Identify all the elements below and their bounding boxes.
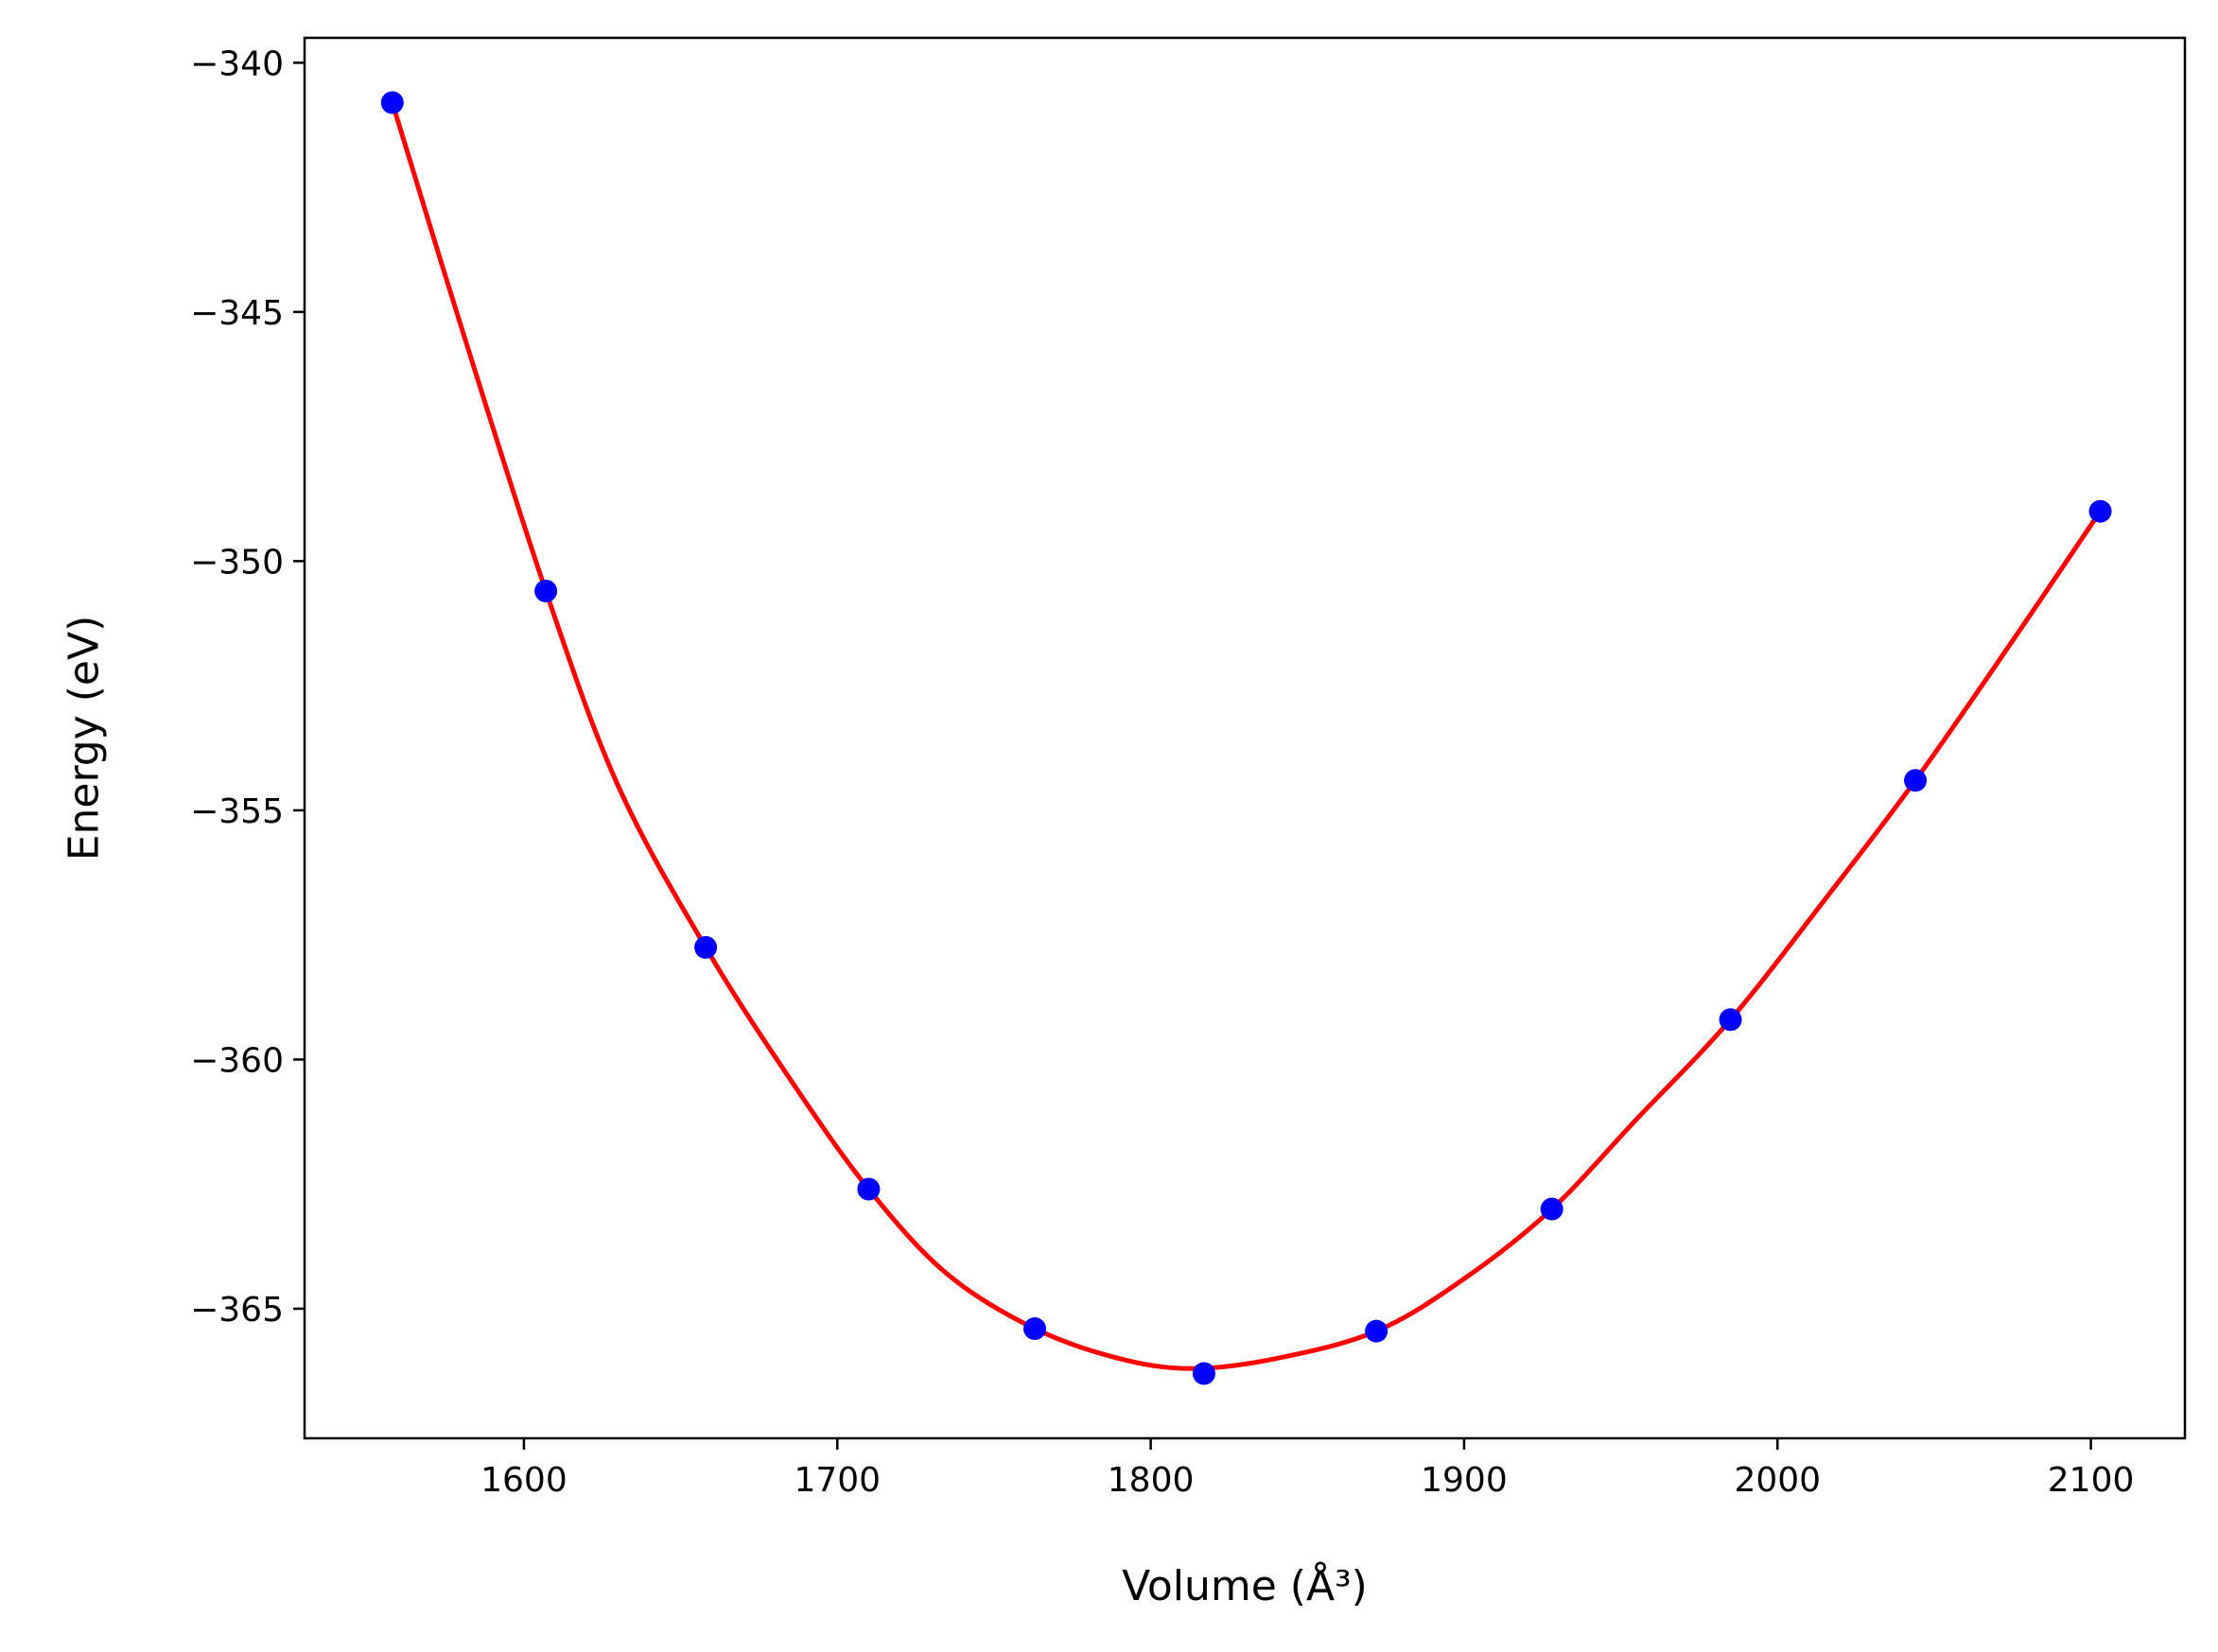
data-point: [1719, 1008, 1742, 1032]
x-tick-label: 2100: [2048, 1461, 2135, 1500]
data-point: [1192, 1362, 1215, 1385]
plot-area: [380, 91, 2112, 1385]
data-point: [380, 91, 404, 114]
y-tick-label: −345: [190, 294, 284, 333]
data-point: [857, 1177, 881, 1201]
y-tick-label: −350: [190, 543, 284, 582]
y-axis-ticks: −340 −345 −350 −355 −360 −365: [190, 44, 305, 1330]
data-point: [2088, 499, 2112, 523]
y-tick-label: −365: [190, 1291, 284, 1330]
x-axis-label: Volume (Å³): [1122, 1560, 1368, 1610]
y-tick-label: −340: [190, 44, 284, 83]
x-tick-label: 1900: [1421, 1461, 1508, 1500]
data-point: [534, 580, 558, 603]
x-tick-label: 1700: [794, 1461, 881, 1500]
y-axis-label: Energy (eV): [60, 616, 108, 861]
data-point: [694, 935, 718, 959]
x-tick-label: 2000: [1734, 1461, 1821, 1500]
y-tick-label: −355: [190, 792, 284, 831]
fit-curve-line: [390, 101, 2103, 1371]
x-tick-label: 1600: [480, 1461, 568, 1500]
y-tick-label: −360: [190, 1041, 284, 1080]
data-point: [1540, 1197, 1563, 1221]
x-tick-label: 1800: [1108, 1461, 1195, 1500]
data-point: [1904, 769, 1928, 792]
data-point: [1023, 1317, 1047, 1341]
axes-frame: [303, 36, 2187, 1440]
data-point: [1365, 1319, 1388, 1343]
x-axis-ticks: 1600 1700 1800 1900 2000 2100: [480, 1438, 2134, 1500]
